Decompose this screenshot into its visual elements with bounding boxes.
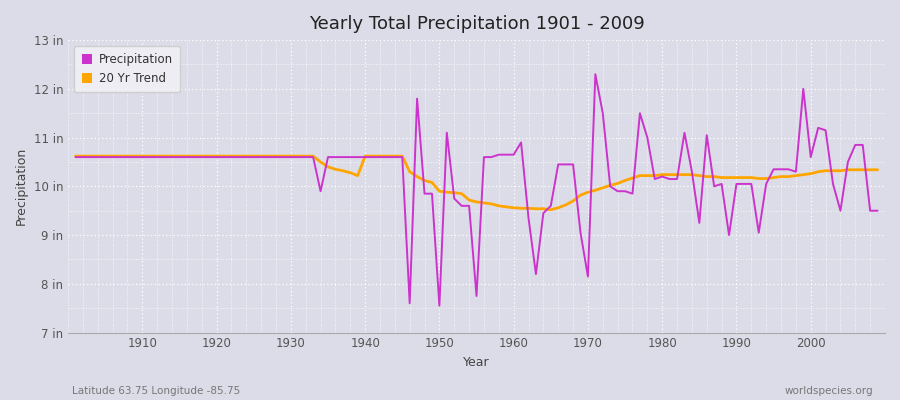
Text: Latitude 63.75 Longitude -85.75: Latitude 63.75 Longitude -85.75 [72,386,240,396]
Y-axis label: Precipitation: Precipitation [15,147,28,226]
X-axis label: Year: Year [464,356,490,369]
Legend: Precipitation, 20 Yr Trend: Precipitation, 20 Yr Trend [74,46,180,92]
Title: Yearly Total Precipitation 1901 - 2009: Yearly Total Precipitation 1901 - 2009 [309,15,644,33]
Text: worldspecies.org: worldspecies.org [785,386,873,396]
